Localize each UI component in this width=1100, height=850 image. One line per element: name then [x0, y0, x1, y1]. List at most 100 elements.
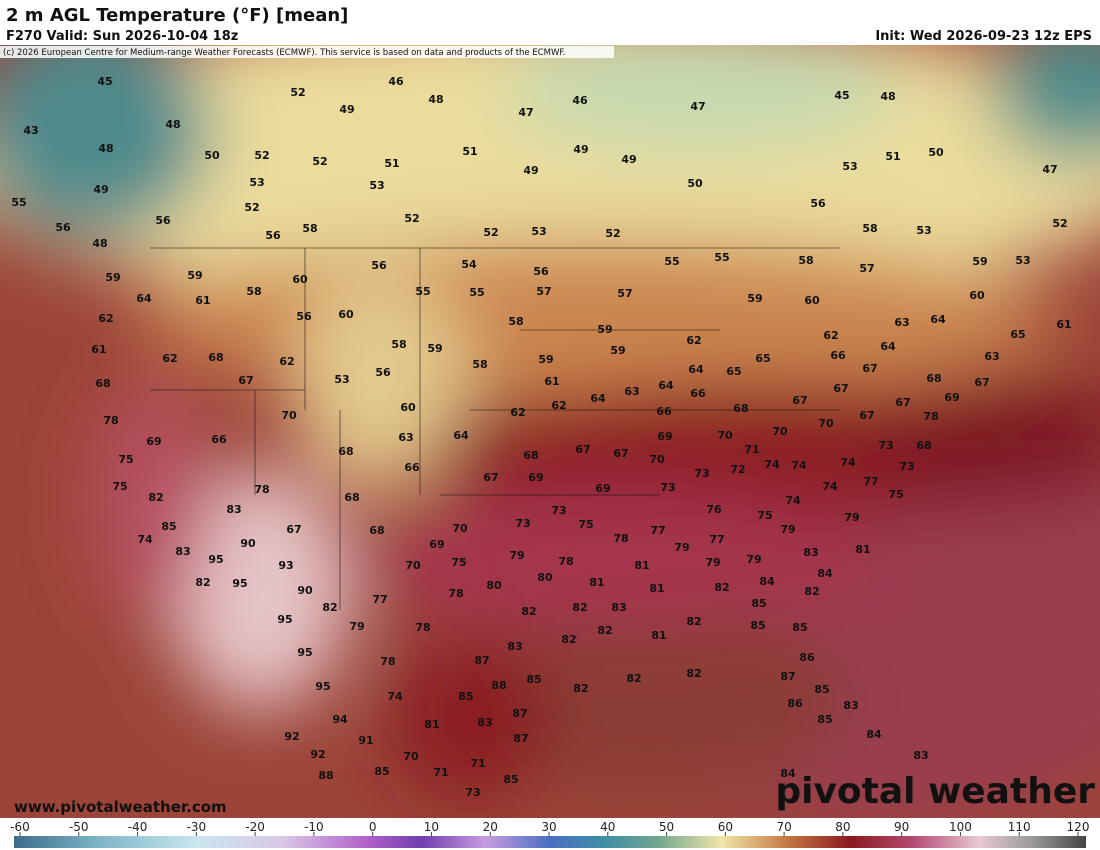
temperature-label: 71 [470, 757, 485, 770]
temperature-label: 52 [1052, 217, 1067, 230]
temperature-label: 75 [888, 488, 903, 501]
temperature-label: 90 [297, 584, 313, 597]
temperature-label: 43 [23, 124, 38, 137]
temperature-label: 75 [451, 556, 466, 569]
temperature-label: 62 [823, 329, 838, 342]
temperature-label: 70 [649, 453, 665, 466]
temperature-label: 55 [714, 251, 729, 264]
temperature-label: 47 [690, 100, 705, 113]
temperature-label: 69 [657, 430, 672, 443]
temperature-label: 46 [572, 94, 588, 107]
temperature-label: 82 [322, 601, 337, 614]
temperature-label: 86 [799, 651, 815, 664]
temperature-label: 53 [334, 373, 349, 386]
temperature-label: 83 [843, 699, 858, 712]
colorbar-ticks: -60 -50 -40 -30 -20 -10 0 10 20 30 40 50 60 70 80 90 100… [10, 820, 1089, 836]
temperature-label: 88 [318, 769, 333, 782]
temperature-label: 84 [817, 567, 833, 580]
temperature-label: 64 [930, 313, 946, 326]
temperature-label: 71 [433, 766, 448, 779]
temperature-label: 70 [717, 429, 733, 442]
temperature-label: 87 [513, 732, 528, 745]
temperature-label: 79 [674, 541, 689, 554]
temperature-label: 48 [165, 118, 180, 131]
temperature-label: 63 [624, 385, 639, 398]
temperature-label: 83 [803, 546, 818, 559]
temperature-label: 53 [916, 224, 931, 237]
temperature-label: 83 [175, 545, 190, 558]
colorbar-tick-label: -40 [128, 820, 148, 834]
temperature-label: 65 [1010, 328, 1025, 341]
temperature-label: 85 [817, 713, 832, 726]
temperature-label: 47 [1042, 163, 1057, 176]
temperature-label: 85 [814, 683, 829, 696]
temperature-label: 68 [916, 439, 931, 452]
colorbar-tick-label: 30 [541, 820, 556, 834]
temperature-label: 65 [726, 365, 741, 378]
temperature-label: 81 [855, 543, 870, 556]
temperature-label: 48 [880, 90, 895, 103]
temperature-label: 53 [531, 225, 546, 238]
colorbar-tick-label: 110 [1008, 820, 1031, 834]
colorbar-tick-label: -50 [69, 820, 89, 834]
temperature-label: 49 [339, 103, 354, 116]
temperature-label: 66 [404, 461, 420, 474]
temperature-label: 90 [240, 537, 256, 550]
temperature-label: 68 [369, 524, 384, 537]
temperature-label: 68 [926, 372, 941, 385]
temperature-label: 61 [91, 343, 106, 356]
temperature-label: 82 [561, 633, 576, 646]
temperature-label: 63 [984, 350, 999, 363]
temperature-label: 83 [507, 640, 522, 653]
temperature-label: 58 [391, 338, 406, 351]
temperature-label: 56 [155, 214, 171, 227]
temperature-label: 78 [448, 587, 463, 600]
temperature-label: 66 [830, 349, 846, 362]
temperature-label: 84 [780, 767, 796, 780]
temperature-label: 80 [537, 571, 553, 584]
temperature-label: 68 [338, 445, 353, 458]
temperature-label: 77 [650, 524, 665, 537]
temperature-label: 53 [249, 176, 264, 189]
temperature-label: 67 [792, 394, 807, 407]
temperature-label: 67 [613, 447, 628, 460]
temperature-label: 79 [780, 523, 795, 536]
temperature-label: 52 [244, 201, 259, 214]
temperature-label: 52 [312, 155, 327, 168]
temperature-label: 83 [477, 716, 492, 729]
temperature-label: 62 [279, 355, 294, 368]
temperature-label: 82 [626, 672, 641, 685]
temperature-label: 64 [590, 392, 606, 405]
temperature-label: 69 [429, 538, 444, 551]
temperature-label: 56 [533, 265, 549, 278]
temperature-label: 45 [97, 75, 112, 88]
temperature-label: 73 [899, 460, 914, 473]
temperature-label: 85 [750, 619, 765, 632]
temperature-label: 59 [187, 269, 202, 282]
temperature-label: 51 [462, 145, 477, 158]
temperature-label: 64 [880, 340, 896, 353]
temperature-label: 68 [208, 351, 223, 364]
temperature-label: 87 [512, 707, 527, 720]
temperature-label: 64 [658, 379, 674, 392]
temperature-label: 52 [605, 227, 620, 240]
temperature-label: 50 [928, 146, 944, 159]
temperature-label: 57 [859, 262, 874, 275]
temperature-label: 85 [374, 765, 389, 778]
copyright-band [0, 46, 614, 58]
temperature-label: 79 [705, 556, 720, 569]
temperature-label: 55 [415, 285, 430, 298]
temperature-label: 72 [730, 463, 745, 476]
temperature-label: 83 [913, 749, 928, 762]
temperature-label: 78 [103, 414, 118, 427]
temperature-label: 79 [349, 620, 364, 633]
temperature-label: 78 [380, 655, 395, 668]
temperature-label: 56 [375, 366, 391, 379]
temperature-label: 64 [453, 429, 469, 442]
temperature-label: 61 [1056, 318, 1071, 331]
temperature-label: 95 [208, 553, 223, 566]
temperature-label: 56 [55, 221, 71, 234]
temperature-label: 59 [105, 271, 120, 284]
temperature-label: 59 [597, 323, 612, 336]
